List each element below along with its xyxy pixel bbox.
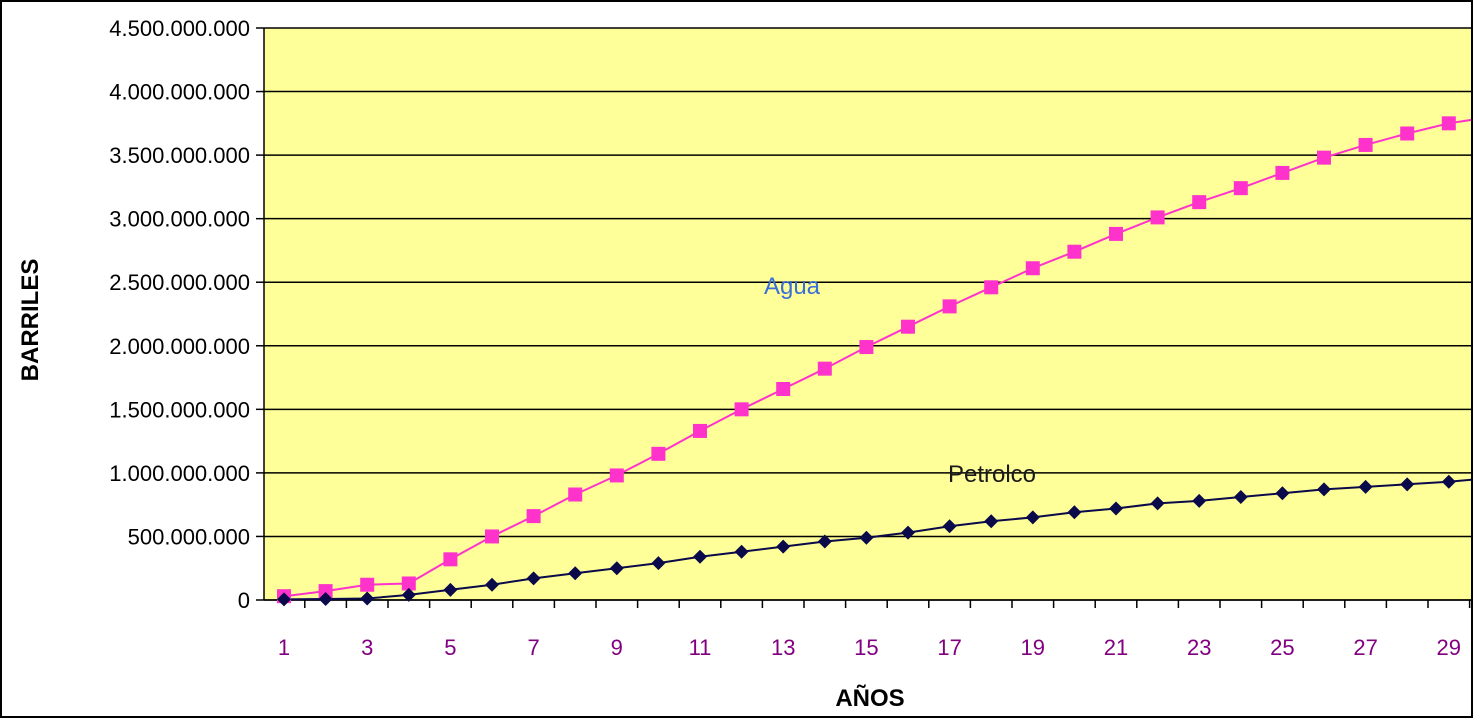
data-point-petroleo (1317, 482, 1331, 497)
data-point-agua (984, 280, 999, 295)
data-point-agua (1025, 261, 1040, 276)
data-point-agua (1067, 244, 1082, 259)
data-point-petroleo (817, 534, 832, 549)
x-tick-label: 27 (1353, 635, 1377, 660)
data-point-petroleo (1025, 510, 1040, 525)
y-tick-label: 2.000.000.000 (109, 334, 250, 359)
data-point-petroleo (984, 514, 999, 529)
data-point-petroleo (1441, 474, 1456, 489)
x-tick-label: 11 (689, 635, 712, 660)
x-tick-label: 1 (278, 635, 290, 660)
data-point-petroleo (734, 544, 749, 559)
data-point-petroleo (1275, 486, 1290, 501)
data-point-petroleo (942, 519, 957, 534)
y-axis-ticks: 0 500.000.000 1.000.000.000 1.500.000.000 2.… (109, 16, 264, 613)
data-point-petroleo (901, 525, 915, 540)
data-point-petroleo (568, 566, 583, 581)
data-point-agua (1233, 181, 1248, 196)
data-point-petroleo (485, 577, 499, 592)
series-line-1 (283, 478, 1471, 601)
data-point-agua (1275, 165, 1290, 180)
data-point-petroleo (693, 549, 707, 564)
series-label-agua: Agua (764, 273, 821, 300)
y-tick-label: 2.500.000.000 (109, 270, 250, 295)
data-point-petroleo (401, 587, 416, 602)
plot-area (264, 28, 1471, 600)
x-tick-label: 3 (361, 635, 373, 660)
x-tick-label: 23 (1187, 635, 1211, 660)
x-tick-label: 17 (937, 635, 961, 660)
x-tick-label: 5 (444, 635, 456, 660)
data-point-petroleo (1400, 477, 1415, 492)
y-tick-label: 1.500.000.000 (109, 397, 250, 422)
data-point-petroleo (1067, 505, 1082, 520)
data-point-agua (568, 487, 583, 502)
y-tick-label: 4.000.000.000 (109, 80, 250, 105)
data-point-petroleo (443, 582, 458, 597)
data-point-petroleo (277, 592, 291, 607)
data-point-agua (1109, 226, 1123, 241)
data-point-agua (651, 446, 666, 461)
data-point-agua (693, 423, 707, 438)
data-point-petroleo (1358, 479, 1373, 494)
data-point-agua (401, 576, 416, 591)
data-point-agua (859, 340, 874, 355)
data-point-agua (1400, 126, 1415, 141)
data-point-agua (1441, 116, 1456, 131)
x-axis-title: AÑOS (835, 684, 904, 712)
x-tick-label: 9 (611, 635, 623, 660)
data-point-agua (1358, 137, 1373, 152)
data-point-petroleo (859, 530, 874, 545)
data-point-petroleo (1109, 501, 1123, 516)
y-tick-label: 4.500.000.000 (109, 16, 250, 41)
data-point-agua (1192, 195, 1207, 210)
data-point-agua (318, 584, 333, 599)
y-axis-title: BARRILES (17, 259, 44, 382)
y-tick-label: 500.000.000 (128, 524, 250, 549)
data-point-agua (526, 509, 541, 524)
data-point-agua (776, 381, 791, 396)
data-point-agua (360, 577, 375, 592)
x-tick-label: 13 (771, 635, 795, 660)
data-point-petroleo (360, 591, 375, 606)
data-point-agua (817, 361, 832, 376)
data-point-petroleo (1150, 496, 1165, 511)
data-point-agua (942, 299, 957, 314)
data-point-agua (1150, 210, 1165, 225)
data-point-agua (901, 319, 915, 334)
data-point-petroleo (651, 556, 666, 571)
x-tick-label: 21 (1104, 635, 1128, 660)
x-tick-label: 7 (527, 635, 539, 660)
y-tick-label: 0 (238, 588, 250, 613)
y-tick-label: 3.000.000.000 (109, 207, 250, 232)
x-tick-label: 25 (1270, 635, 1294, 660)
data-point-petroleo (318, 591, 333, 606)
data-point-agua (485, 529, 499, 544)
data-point-petroleo (609, 561, 624, 576)
x-tick-label: 29 (1437, 635, 1461, 660)
data-point-agua (443, 552, 458, 567)
x-tick-label: 15 (854, 635, 878, 660)
data-point-petroleo (526, 571, 541, 586)
series-label-petroleo: Petrolco (948, 461, 1036, 488)
data-point-petroleo (1192, 493, 1207, 508)
x-axis-ticks: 1 3 5 7 9 11 13 15 17 19 21 23 25 27 29 (278, 600, 1471, 660)
data-point-petroleo (1233, 490, 1248, 505)
x-tick-label: 19 (1021, 635, 1045, 660)
data-point-agua (609, 468, 624, 483)
axes (263, 28, 1471, 601)
y-tick-label: 3.500.000.000 (109, 143, 250, 168)
data-point-agua (734, 402, 749, 417)
data-point-agua (1317, 150, 1331, 165)
data-point-petroleo (776, 539, 791, 554)
series-markers (277, 116, 1456, 607)
y-tick-label: 1.000.000.000 (109, 461, 250, 486)
